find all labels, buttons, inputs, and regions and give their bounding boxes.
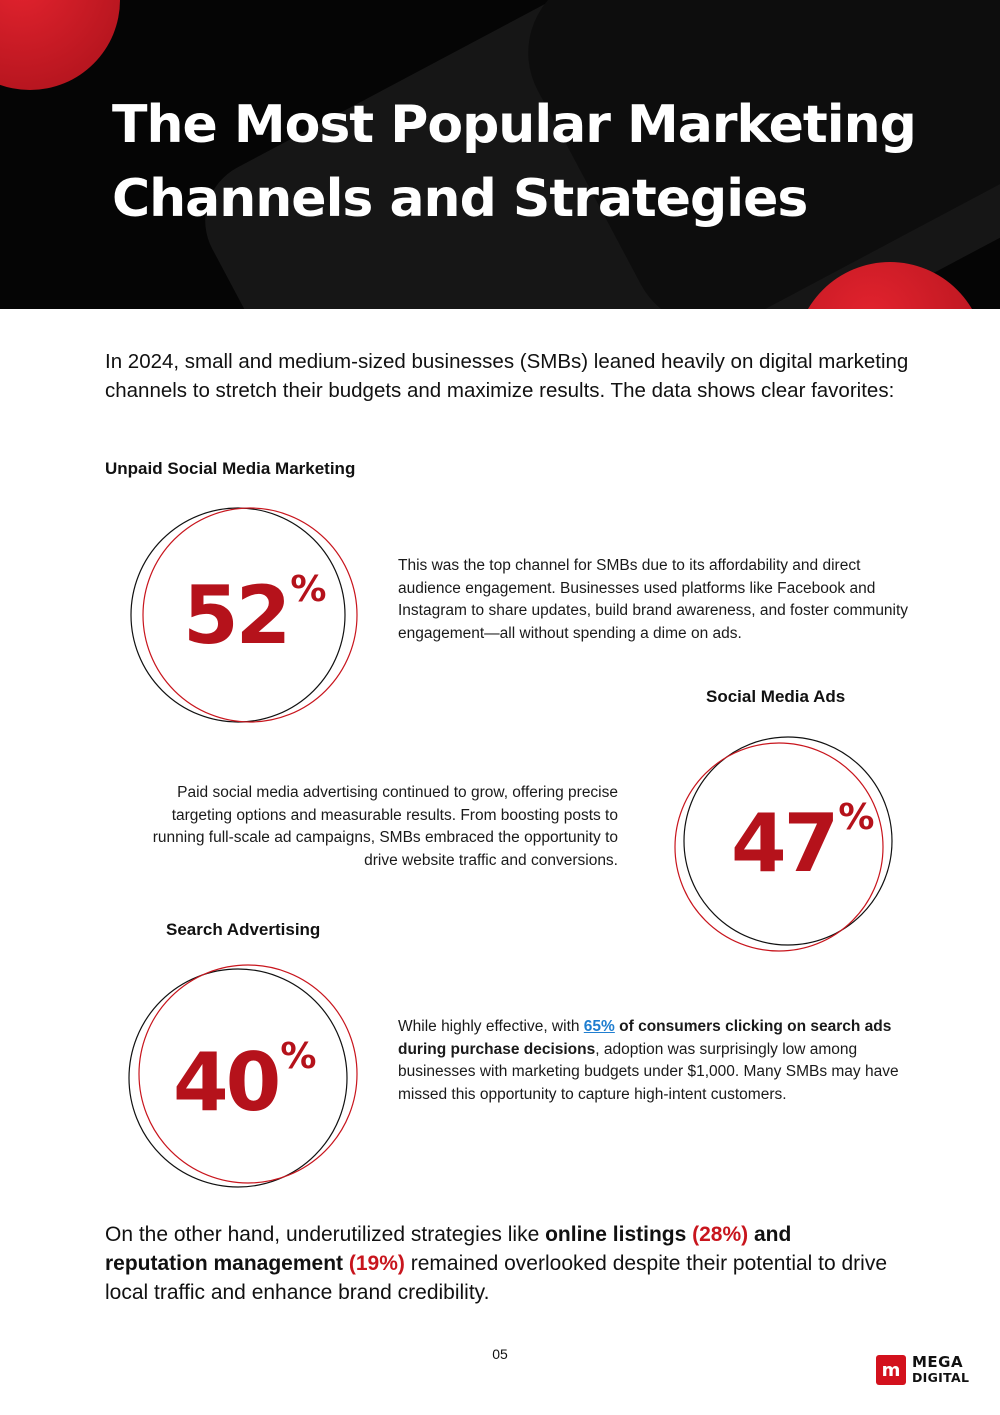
logo-wordmark: MEGA DIGITAL [912, 1353, 970, 1386]
percent-sign: % [290, 569, 327, 610]
circle-rings [130, 507, 358, 723]
body-text-after: , adoption was surprisingly low among bu… [398, 1040, 899, 1103]
stat-circle-47: 47% [673, 735, 893, 955]
body-text-before: While highly effective, with [398, 1018, 584, 1035]
ring-black [128, 968, 348, 1188]
page-title: The Most Popular Marketing Channels and … [112, 88, 972, 236]
section-heading-social-ads: Social Media Ads [706, 687, 846, 706]
stat-number: 52 [183, 569, 291, 662]
circle-rings [674, 736, 893, 952]
outro-online-listings: online listings [545, 1223, 687, 1246]
outro-reputation-pct: (19%) [343, 1252, 405, 1275]
stat-number: 40 [173, 1036, 281, 1129]
outro-reputation-management: reputation management [105, 1252, 344, 1275]
intro-paragraph: In 2024, small and medium-sized business… [105, 350, 909, 402]
section-heading-search-ads: Search Advertising [166, 920, 321, 939]
outro-part-2: remained overlooked despite their potent… [105, 1252, 888, 1304]
circle-rings [128, 964, 358, 1188]
stat-value-47: 47% [731, 797, 874, 890]
stat-value-52: 52% [183, 569, 326, 662]
page-number: 05 [492, 1346, 508, 1362]
section-body-search-ads: While highly effective, with 65% of cons… [398, 1016, 938, 1106]
ring-black [683, 736, 893, 946]
stat-circle-40: 40% [120, 964, 365, 1188]
logo-word-digital: DIGITAL [912, 1370, 970, 1385]
ring-red [142, 507, 358, 723]
section-body-social-ads: Paid social media advertising continued … [152, 784, 618, 869]
stat-link-65[interactable]: 65% [583, 1018, 615, 1035]
body-text-bold: of consumers clicking on search ads duri… [398, 1018, 892, 1058]
section-body-unpaid-social: This was the top channel for SMBs due to… [398, 557, 909, 642]
ring-red [138, 964, 358, 1184]
stat-number: 47 [731, 797, 839, 890]
mega-digital-logo: m MEGA DIGITAL [876, 1355, 969, 1385]
stat-circle-52: 52% [120, 507, 360, 723]
ring-black [130, 507, 346, 723]
outro-online-listings-pct: (28%) [686, 1223, 749, 1246]
percent-sign: % [838, 797, 875, 838]
percent-sign: % [280, 1036, 317, 1077]
outro-part-1: On the other hand, underutilized strateg… [105, 1223, 546, 1246]
red-circle-decor [0, 0, 120, 90]
outro-paragraph: On the other hand, underutilized strateg… [105, 1220, 925, 1307]
header-banner: The Most Popular Marketing Channels and … [0, 0, 1000, 309]
ring-red [674, 742, 884, 952]
stat-value-40: 40% [173, 1036, 316, 1129]
section-heading-unpaid-social: Unpaid Social Media Marketing [105, 459, 356, 478]
title-line-2: Channels and Strategies [112, 169, 808, 229]
logo-word-mega: MEGA [912, 1353, 964, 1371]
logo-mark-icon: m [876, 1355, 906, 1385]
title-line-1: The Most Popular Marketing [112, 95, 917, 155]
outro-and: and [748, 1223, 792, 1246]
